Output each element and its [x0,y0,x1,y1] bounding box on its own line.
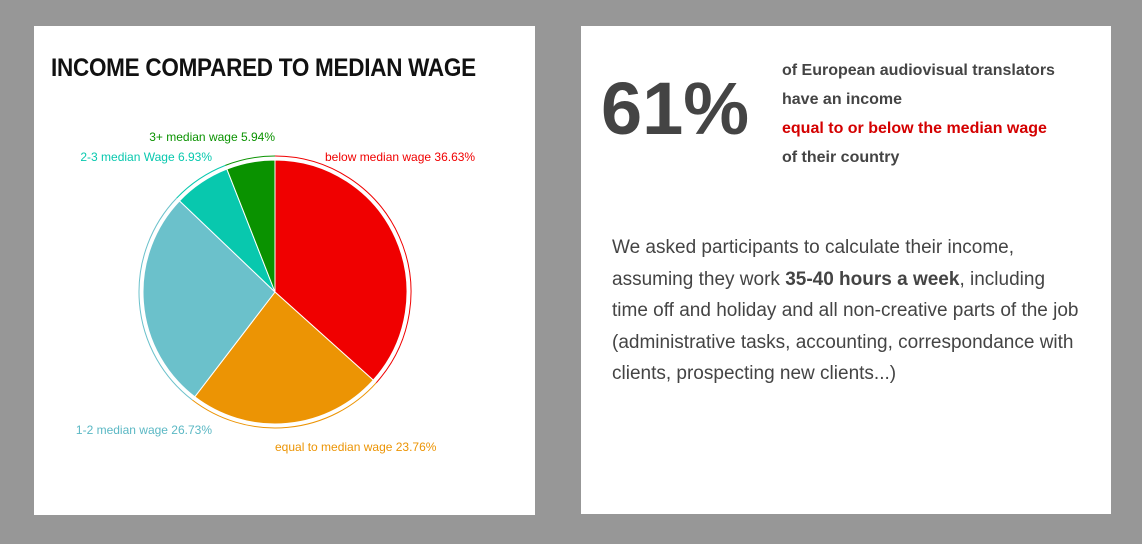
stat-text: of European audiovisual translators have… [782,56,1055,172]
slice-label: equal to median wage 23.76% [275,440,437,454]
pie-slice [226,159,276,293]
slice-label: below median wage 36.63% [325,150,475,164]
slice-label: 2-3 median Wage 6.93% [80,150,212,164]
pie-chart: below median wage 36.63% equal to median … [76,130,476,454]
slice-bracket [138,197,193,401]
pie-slice [274,159,408,381]
description-paragraph: We asked participants to calculate their… [612,232,1082,390]
para-bold: 35-40 hours a week [785,268,960,290]
slice-label: 3+ median wage 5.94% [149,130,275,144]
slice-bracket [176,164,226,199]
slice-bracket [225,155,276,166]
stat-line: of their country [782,149,900,166]
chart-title: INCOME COMPARED TO MEDIAN WAGE [51,54,476,82]
slice-label: 1-2 median wage 26.73% [76,423,212,437]
para-text: , including time off and holiday and all… [612,268,1079,385]
slice-bracket [274,155,412,384]
pie-slice [194,291,374,425]
slice-bracket [192,382,377,429]
para-text: We asked participants to calculate their… [612,237,1015,290]
big-percent: 61% [601,67,750,150]
info-card: 61% of European audiovisual translators … [581,26,1111,514]
stat-line: have an income [782,91,903,108]
stat-line: of European audiovisual translators [782,62,1055,79]
chart-card: INCOME COMPARED TO MEDIAN WAGE below med… [34,26,535,515]
stat-highlight: equal to or below the median wage [782,120,1047,137]
pie-slice [142,200,276,398]
